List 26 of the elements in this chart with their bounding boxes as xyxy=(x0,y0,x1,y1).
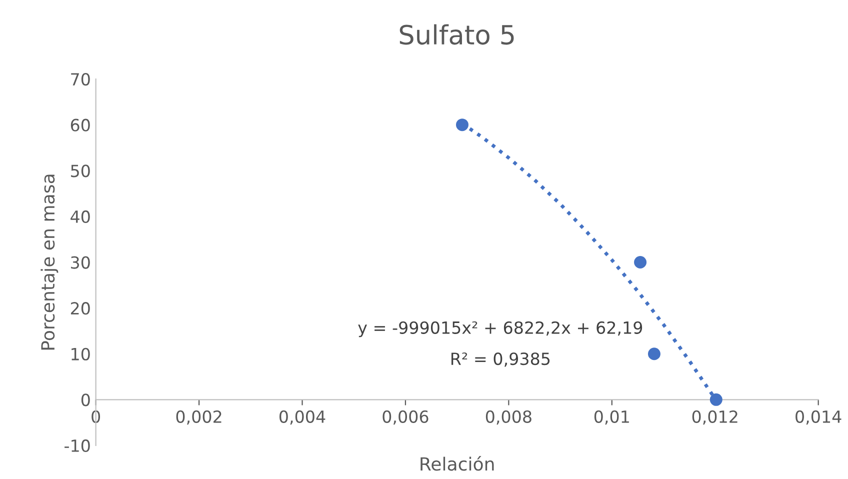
x-tick-label: 0,006 xyxy=(382,410,428,425)
chart-title: Sulfato 5 xyxy=(400,24,514,45)
x-tick-label: 0,014 xyxy=(796,410,842,425)
point xyxy=(634,256,647,269)
x-tick-label: 0,004 xyxy=(279,410,326,425)
y-tick-label: 0 xyxy=(81,394,90,406)
annotation: y = -999015x² + 6822,2x + 62,19 xyxy=(358,321,642,338)
point xyxy=(648,348,660,360)
point xyxy=(456,118,468,132)
y-tick-label: 40 xyxy=(70,210,90,224)
x-tick-label: 0,012 xyxy=(692,410,738,425)
y-tick-label: 50 xyxy=(71,164,90,178)
x-tick-label: 0,01 xyxy=(594,410,629,425)
x-tick-label: 0,002 xyxy=(176,410,222,425)
x-tick-label: 0 xyxy=(92,410,100,423)
y-tick-label: -10 xyxy=(64,439,90,452)
annotation: R² = 0,9385 xyxy=(451,352,550,367)
y-tick-label: 20 xyxy=(70,302,90,315)
x-axis-title: Relación xyxy=(420,456,494,471)
x-tick-label: 0,008 xyxy=(486,410,532,425)
y-axis-title: Porcentaje en masa xyxy=(40,174,58,350)
point xyxy=(710,393,722,406)
y-tick-label: 30 xyxy=(71,256,90,269)
y-tick-label: 10 xyxy=(72,348,90,360)
y-tick-label: 60 xyxy=(70,118,90,132)
y-tick-label: 70 xyxy=(71,72,90,86)
